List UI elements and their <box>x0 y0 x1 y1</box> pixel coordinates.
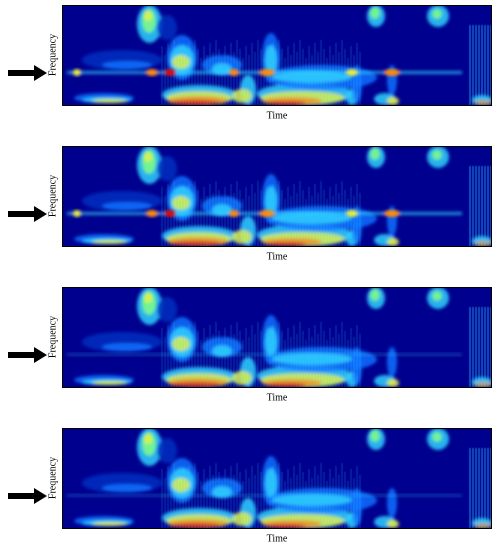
tone-peak <box>73 69 81 76</box>
energy-blob <box>370 7 380 19</box>
tone-line <box>67 353 462 356</box>
energy-blob <box>102 343 152 351</box>
energy-blob <box>265 327 277 357</box>
tone-peak <box>384 210 400 217</box>
tone-peak <box>384 69 400 76</box>
y-axis-label: Frequency <box>47 457 58 499</box>
energy-blob <box>387 238 399 246</box>
energy-blob <box>474 523 492 528</box>
arrow <box>8 488 47 504</box>
energy-blob <box>92 522 127 526</box>
tone-peak <box>346 69 358 76</box>
energy-blob <box>432 9 442 19</box>
x-axis-label: Time <box>267 251 288 262</box>
tone-peak <box>346 210 358 217</box>
energy-blob <box>144 11 152 21</box>
energy-blob <box>265 186 277 216</box>
tone-peak <box>73 210 81 217</box>
energy-blob <box>387 97 399 105</box>
energy-blob <box>92 240 127 244</box>
arrow <box>8 206 47 222</box>
tone-peak <box>259 210 275 217</box>
x-axis-label: Time <box>267 392 288 403</box>
energy-blob <box>157 297 177 322</box>
energy-blob <box>432 150 442 160</box>
energy-blob <box>387 520 399 528</box>
tone-line <box>67 494 462 497</box>
spectrogram <box>62 428 492 529</box>
energy-blob <box>370 430 380 442</box>
tone <box>67 69 462 76</box>
energy-blob <box>172 478 190 492</box>
energy-blob <box>157 438 177 463</box>
energy-blob <box>92 99 127 103</box>
energy-blob <box>172 55 190 69</box>
tone-peak <box>146 210 158 217</box>
tone-peak <box>259 69 275 76</box>
energy-blob <box>387 379 399 387</box>
tone <box>67 494 462 497</box>
energy-blob <box>157 156 177 181</box>
energy-blob <box>102 484 152 492</box>
energy-blob <box>172 337 190 351</box>
arrow <box>8 347 47 363</box>
spectrogram <box>62 5 492 106</box>
energy-blob <box>92 381 127 385</box>
tone-peak <box>229 69 239 76</box>
energy-blob <box>144 434 152 444</box>
energy-blob <box>265 468 277 498</box>
spectrogram <box>62 287 492 388</box>
energy-blob <box>102 202 152 210</box>
harmonics <box>161 448 492 528</box>
energy-blob <box>265 45 277 75</box>
energy-blob <box>102 61 152 69</box>
energy-blob <box>432 291 442 301</box>
spectrogram <box>62 146 492 247</box>
energy-blob <box>474 100 492 105</box>
y-axis-label: Frequency <box>47 34 58 76</box>
energy-blob <box>474 241 492 246</box>
energy-blob <box>172 196 190 210</box>
x-axis-label: Time <box>267 533 288 544</box>
y-axis-label: Frequency <box>47 316 58 358</box>
tone-peak <box>164 210 176 217</box>
energy-blob <box>474 382 492 387</box>
tone <box>67 353 462 356</box>
tone <box>67 210 462 217</box>
energy-blob <box>370 148 380 160</box>
x-axis-label: Time <box>267 110 288 121</box>
energy-blob <box>387 488 397 518</box>
energy-blob <box>157 15 177 40</box>
tone-peak <box>164 69 176 76</box>
energy-blob <box>432 432 442 442</box>
tone-peak <box>229 210 239 217</box>
arrow <box>8 65 47 81</box>
y-axis-label: Frequency <box>47 175 58 217</box>
energy-blob <box>370 289 380 301</box>
energy-blob <box>144 152 152 162</box>
energy-blob <box>387 347 397 377</box>
energy-blob <box>144 293 152 303</box>
tone-peak <box>146 69 158 76</box>
